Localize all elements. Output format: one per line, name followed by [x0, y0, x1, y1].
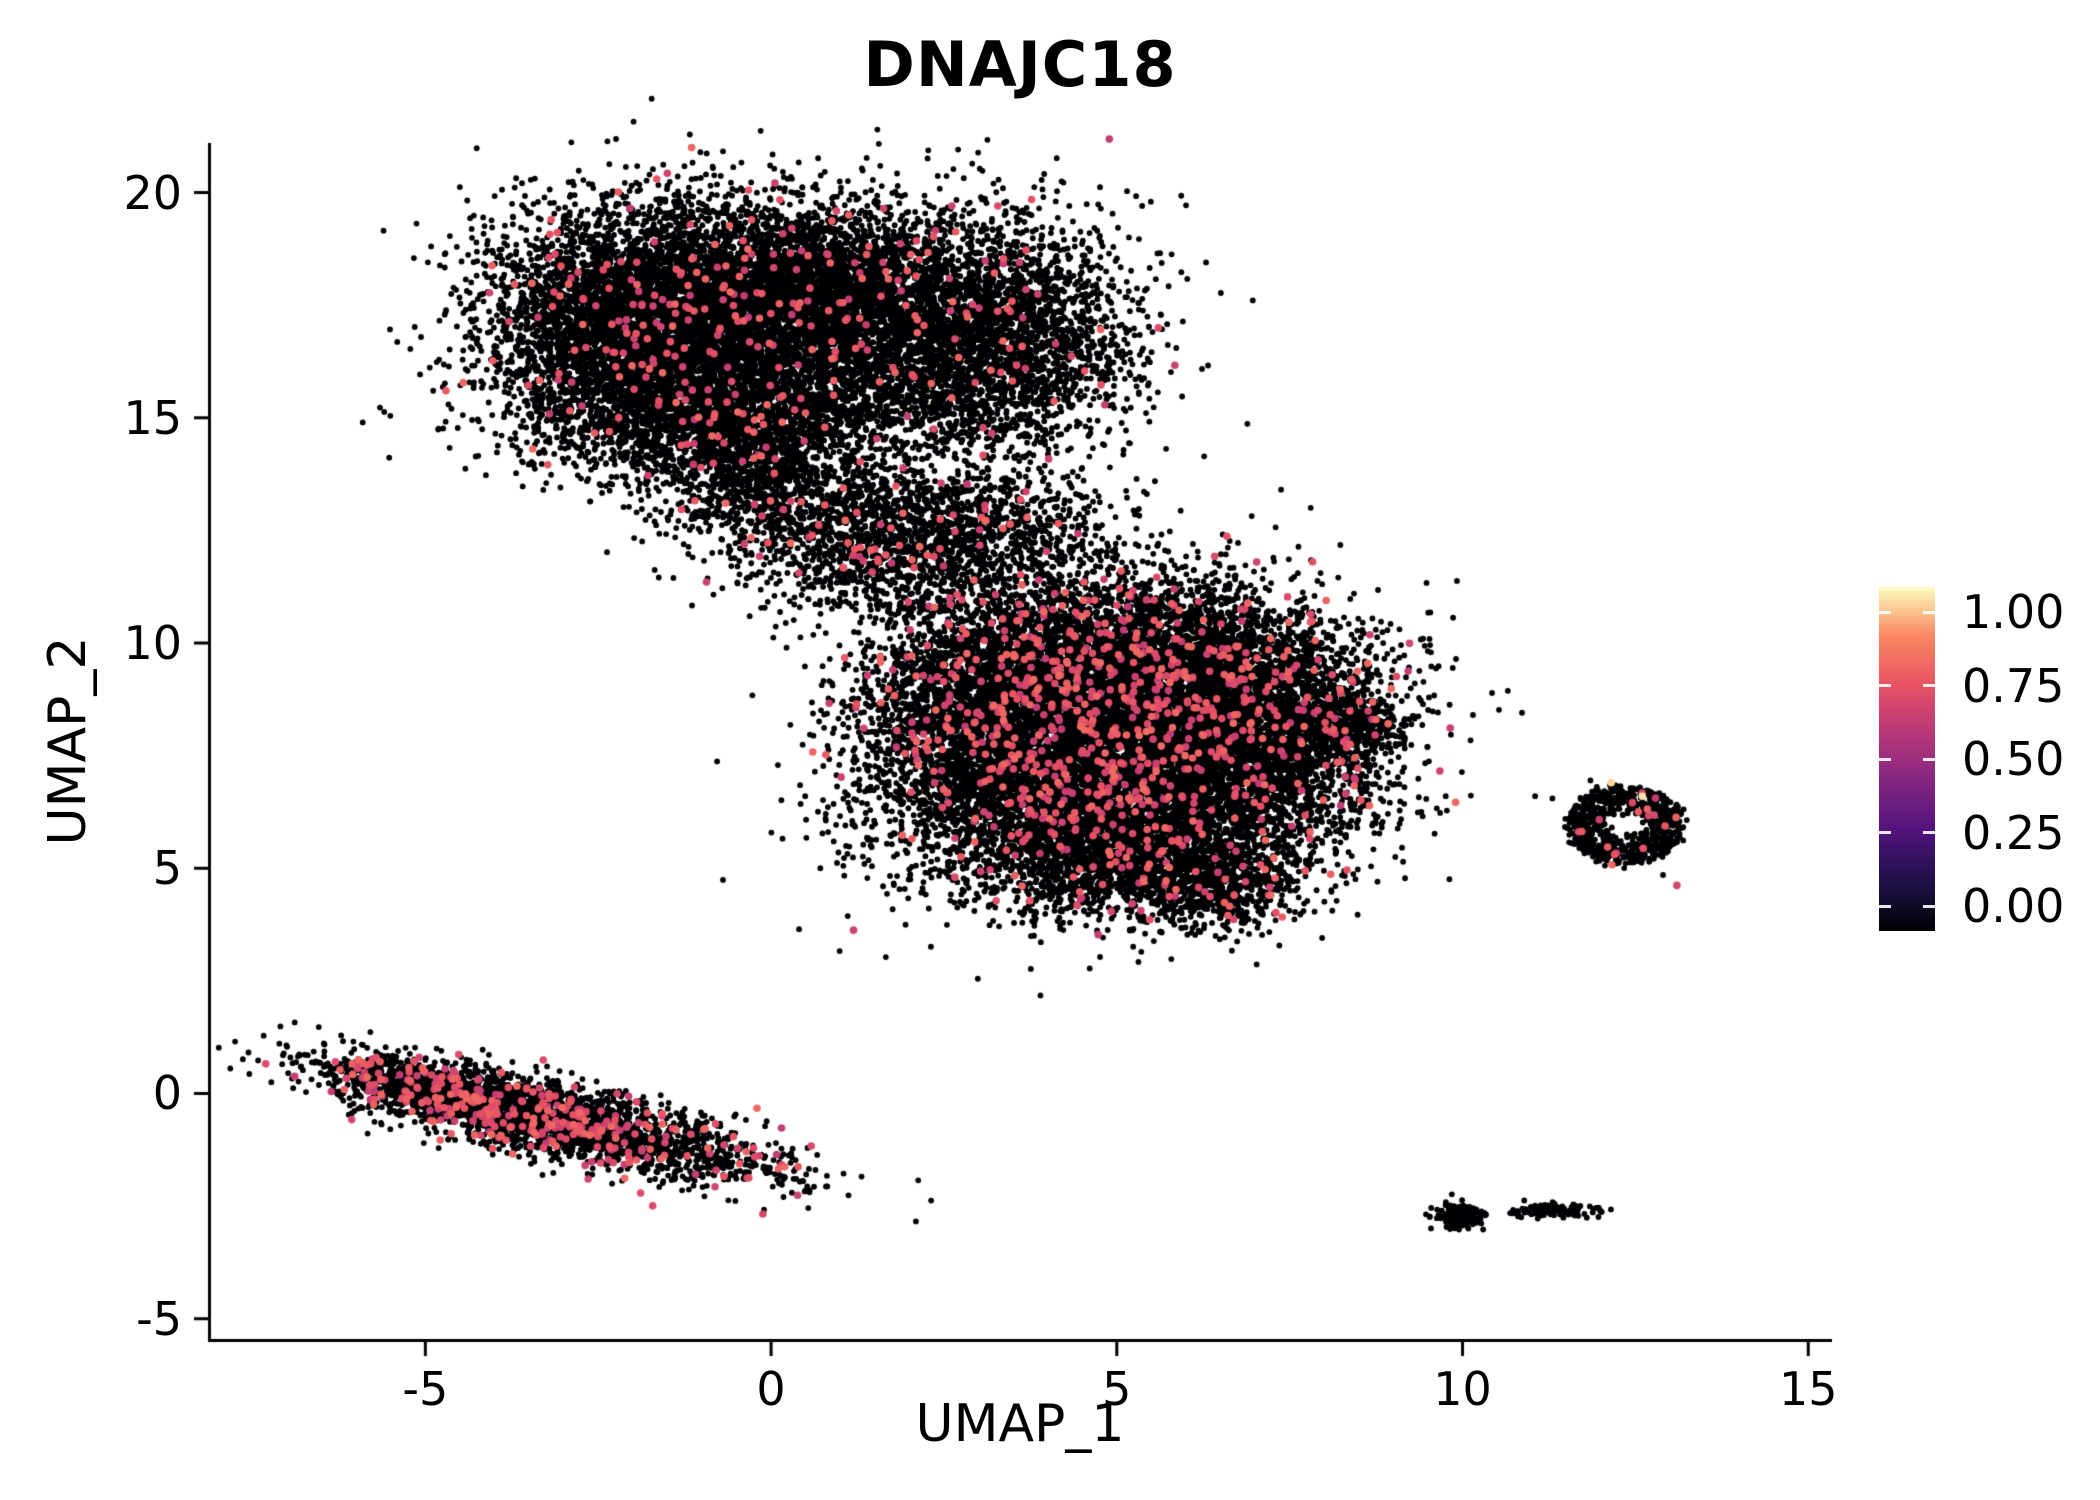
colorbar-tick-label: 0.00	[1962, 879, 2065, 933]
y-tick-label: 0	[152, 1066, 182, 1121]
colorbar-tick	[1923, 684, 1935, 687]
colorbar-tick	[1879, 904, 1891, 908]
chart-title: DNAJC18	[863, 28, 1177, 101]
colorbar-tick	[1923, 831, 1935, 834]
y-tick-label: 15	[123, 390, 182, 445]
colorbar-tick	[1923, 610, 1935, 614]
x-tick-label: 0	[756, 1362, 786, 1416]
colorbar-tick-label: 0.75	[1962, 658, 2065, 713]
x-tick-label: -5	[402, 1362, 449, 1416]
x-tick-label: 5	[1102, 1362, 1132, 1416]
y-tick-label: 5	[152, 841, 182, 896]
colorbar-tick-label: 0.25	[1962, 805, 2065, 860]
x-tick-label: 10	[1433, 1362, 1492, 1416]
x-tick-label: 15	[1778, 1362, 1838, 1416]
y-tick-label: 20	[123, 165, 182, 220]
colorbar-tick	[1879, 610, 1891, 614]
y-tick-label: -5	[136, 1291, 182, 1346]
colorbar-tick	[1923, 757, 1935, 761]
x-axis-title: UMAP_1	[915, 1394, 1125, 1454]
colorbar-tick	[1879, 757, 1891, 761]
colorbar-tick	[1923, 904, 1935, 908]
colorbar-tick-label: 0.50	[1962, 732, 2065, 786]
y-tick-label: 10	[123, 616, 182, 671]
colorbar-tick	[1879, 831, 1891, 834]
colorbar-tick	[1879, 684, 1891, 687]
colorbar-tick-label: 1.00	[1962, 585, 2065, 639]
